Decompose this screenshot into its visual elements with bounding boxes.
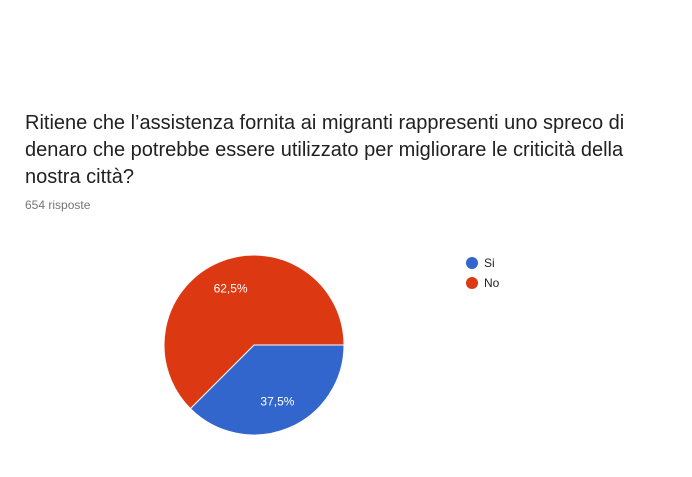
pie-label-si: 37,5% xyxy=(260,395,294,409)
legend-swatch-si xyxy=(466,257,478,269)
question-title: Ritiene che l’assistenza fornita ai migr… xyxy=(25,112,625,188)
chart-legend: Si No xyxy=(466,253,499,293)
legend-swatch-no xyxy=(466,277,478,289)
legend-label-si: Si xyxy=(484,256,495,270)
legend-item-si[interactable]: Si xyxy=(466,253,499,273)
legend-label-no: No xyxy=(484,276,500,290)
response-count: 654 risposte xyxy=(25,198,91,212)
pie-slice-no[interactable] xyxy=(163,254,345,410)
pie-slice-si[interactable] xyxy=(189,344,345,436)
pie-label-no: 62,5% xyxy=(214,281,248,295)
legend-item-no[interactable]: No xyxy=(466,273,499,293)
